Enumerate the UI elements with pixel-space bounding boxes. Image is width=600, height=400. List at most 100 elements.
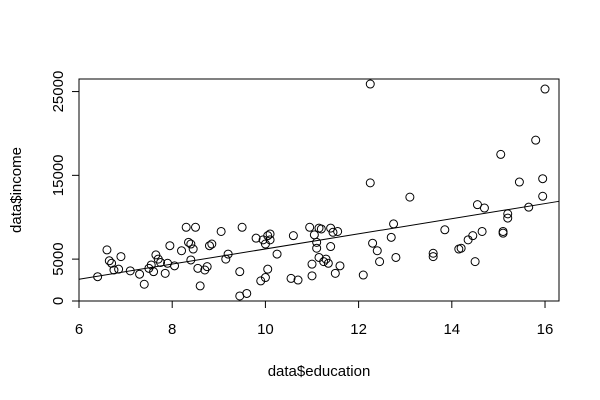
data-point: [477, 226, 487, 236]
data-point: [389, 219, 399, 229]
data-point: [139, 279, 149, 289]
data-point: [116, 252, 126, 262]
y-tick-label: 0: [50, 297, 67, 305]
data-point: [263, 231, 273, 241]
data-point: [207, 239, 217, 249]
data-point: [498, 228, 508, 238]
data-point: [177, 246, 187, 256]
data-point: [242, 288, 252, 298]
data-point: [235, 267, 245, 277]
data-point: [386, 232, 396, 242]
data-point: [251, 233, 261, 243]
plot-frame: [78, 78, 560, 302]
data-points: [93, 79, 550, 301]
data-point: [316, 224, 326, 234]
data-point: [307, 271, 317, 281]
data-point: [514, 177, 524, 187]
data-point: [375, 257, 385, 267]
data-point: [286, 273, 296, 283]
data-point: [170, 261, 180, 271]
data-point: [503, 213, 513, 223]
data-point: [391, 252, 401, 262]
regression-line: [78, 200, 560, 280]
data-point: [372, 246, 382, 256]
data-point: [186, 239, 196, 249]
data-point: [358, 270, 368, 280]
data-point: [186, 255, 196, 265]
data-point: [125, 266, 135, 276]
x-tick-label: 16: [537, 321, 554, 338]
data-point: [531, 135, 541, 145]
data-point: [237, 222, 247, 232]
data-point: [326, 242, 336, 252]
data-point: [191, 222, 201, 232]
data-point: [102, 245, 112, 255]
data-point: [365, 79, 375, 89]
data-point: [135, 269, 145, 279]
x-axis-label: data$education: [268, 363, 371, 380]
data-point: [319, 257, 329, 267]
x-axis: 6 8 10 12 14 16: [75, 301, 554, 338]
data-point: [405, 192, 415, 202]
data-point: [312, 237, 322, 247]
data-point: [307, 259, 317, 269]
data-point: [335, 261, 345, 271]
data-point: [188, 244, 198, 254]
data-point: [333, 226, 343, 236]
data-point: [330, 268, 340, 278]
data-point: [293, 275, 303, 285]
y-axis-label: data$income: [8, 147, 25, 233]
data-point: [204, 241, 214, 251]
data-point: [428, 248, 438, 258]
y-tick-label: 15000: [50, 154, 67, 196]
data-point: [312, 243, 322, 253]
data-point: [305, 222, 315, 232]
y-tick-label: 5000: [50, 242, 67, 275]
data-point: [365, 178, 375, 188]
data-point: [479, 203, 489, 213]
data-point: [321, 254, 331, 264]
x-tick-label: 10: [257, 321, 274, 338]
data-point: [323, 258, 333, 268]
data-point: [272, 249, 282, 259]
data-point: [107, 258, 117, 268]
data-point: [538, 174, 548, 184]
data-point: [195, 281, 205, 291]
data-point: [216, 226, 226, 236]
x-tick-label: 8: [168, 321, 176, 338]
data-point: [496, 149, 506, 159]
data-point: [265, 235, 275, 245]
y-axis: 0 5000 15000 25000: [50, 71, 79, 305]
x-tick-label: 14: [443, 321, 460, 338]
data-point: [263, 264, 273, 274]
data-point: [184, 237, 194, 247]
x-tick-label: 12: [350, 321, 367, 338]
x-tick-label: 6: [75, 321, 83, 338]
data-point: [470, 257, 480, 267]
data-point: [151, 250, 161, 260]
data-point: [146, 260, 156, 270]
data-point: [328, 227, 338, 237]
data-point: [193, 263, 203, 273]
data-point: [540, 84, 550, 94]
data-point: [260, 273, 270, 283]
data-point: [468, 231, 478, 241]
data-point: [165, 241, 175, 251]
data-point: [181, 222, 191, 232]
data-point: [149, 267, 159, 277]
data-point: [202, 262, 212, 272]
data-point: [160, 268, 170, 278]
data-point: [256, 276, 266, 286]
data-point: [288, 231, 298, 241]
y-tick-label: 25000: [50, 71, 67, 113]
data-point: [463, 235, 473, 245]
data-point: [368, 238, 378, 248]
data-point: [104, 256, 114, 266]
data-point: [456, 243, 466, 253]
data-point: [538, 191, 548, 201]
data-point: [265, 229, 275, 239]
data-point: [428, 252, 438, 262]
data-point: [440, 225, 450, 235]
regression-line-group: [78, 200, 560, 280]
